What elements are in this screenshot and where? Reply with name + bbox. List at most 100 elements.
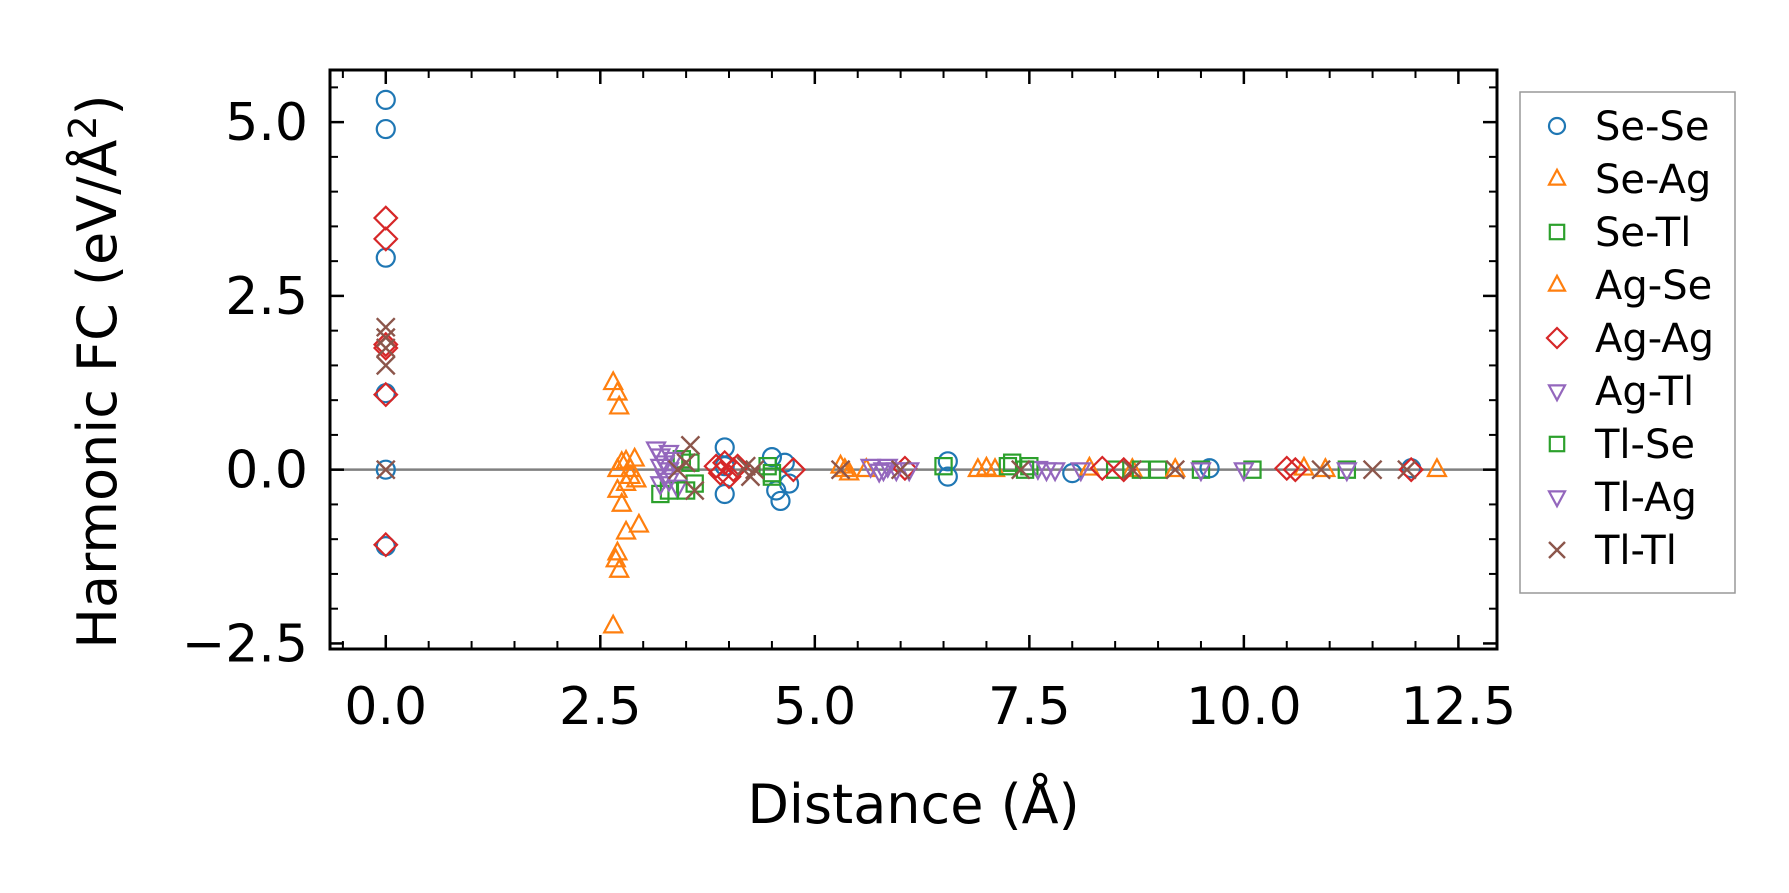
legend-label: Se-Se: [1595, 104, 1709, 150]
marker-stroke: [1122, 459, 1143, 480]
legend-marker: [1545, 326, 1569, 350]
chart-legend: Se-Se Se-Ag Se-Tl Ag-Se Ag-Ag Ag-Tl Tl-Se Tl-Ag…: [1519, 91, 1736, 594]
data-point: [606, 477, 629, 498]
series-tl-tl: [375, 317, 1417, 501]
data-point: [1164, 457, 1187, 478]
marker-stroke: [744, 459, 765, 480]
data-point: [1020, 456, 1039, 476]
data-point: [375, 459, 396, 480]
legend-label: Tl-Ag: [1594, 475, 1697, 521]
legend-entry-tl-se: Tl-Se: [1548, 422, 1695, 468]
data-point: [1069, 462, 1092, 483]
legend-marker: [1548, 541, 1566, 559]
marker-stroke: [375, 338, 396, 358]
marker-stroke: [1311, 459, 1331, 480]
data-point: [830, 459, 851, 480]
data-point: [1165, 459, 1186, 480]
legend-marker: [1548, 435, 1566, 453]
legend-label: Se-Tl: [1595, 210, 1691, 256]
data-point: [375, 338, 396, 358]
marker-stroke: [830, 459, 851, 480]
data-point: [610, 491, 633, 512]
data-point: [1314, 457, 1337, 478]
marker-stroke: [680, 435, 701, 456]
plot-area-frame: [328, 68, 1499, 651]
legend-entry-ag-tl: Ag-Tl: [1547, 369, 1694, 415]
x-tick-label: 2.5: [559, 677, 642, 737]
legend-label: Ag-Tl: [1595, 369, 1694, 415]
data-point: [375, 89, 396, 110]
data-point: [838, 460, 860, 481]
data-point: [615, 470, 637, 491]
data-point: [676, 452, 696, 473]
data-point: [1110, 456, 1137, 483]
data-point: [606, 540, 629, 561]
y-tick-label: 5.0: [225, 93, 308, 153]
data-point: [1190, 462, 1212, 483]
data-point: [770, 490, 791, 512]
data-point: [876, 458, 899, 479]
legend-entry-se-tl: Se-Tl: [1548, 210, 1691, 256]
series-se-se: [375, 89, 1422, 557]
legend-marker: [1547, 490, 1567, 509]
legend-entry-tl-tl: Tl-Tl: [1548, 528, 1677, 574]
x-tick-label: 12.5: [1400, 677, 1516, 737]
data-point: [375, 118, 396, 140]
legend-entry-tl-ag: Tl-Ag: [1547, 475, 1697, 521]
data-point: [1311, 459, 1331, 480]
legend-marker: [1547, 273, 1567, 292]
data-point: [608, 557, 631, 578]
data-point: [658, 472, 680, 493]
data-point: [625, 467, 648, 488]
legend-label: Ag-Ag: [1595, 316, 1714, 362]
data-point: [1010, 459, 1031, 480]
data-points: [372, 89, 1448, 634]
marker-stroke: [375, 355, 396, 376]
series-tl-ag: [649, 458, 1212, 493]
data-point: [703, 453, 729, 480]
marker-stroke: [1397, 459, 1417, 480]
data-point: [1015, 460, 1035, 479]
legend-entry-se-ag: Se-Ag: [1547, 157, 1711, 203]
legend-frame: [1519, 91, 1736, 594]
data-point: [868, 463, 891, 484]
data-point: [1105, 460, 1125, 479]
y-tick-label: 0.0: [225, 441, 308, 501]
data-point: [372, 381, 399, 408]
data-point: [1273, 455, 1300, 482]
marker-stroke: [684, 480, 705, 501]
data-point: [1293, 455, 1315, 476]
x-axis-label: Distance (Å): [747, 772, 1079, 836]
data-point: [859, 458, 882, 479]
data-point: [890, 459, 911, 480]
data-point: [1282, 456, 1309, 483]
data-point: [892, 455, 918, 482]
marker-stroke: [676, 452, 696, 473]
legend-label: Tl-Se: [1594, 422, 1695, 468]
data-point: [628, 512, 650, 533]
data-point: [372, 531, 399, 558]
data-point: [1044, 462, 1066, 483]
data-point: [1335, 462, 1358, 483]
data-point: [898, 462, 921, 483]
data-point: [602, 613, 625, 634]
data-point: [1243, 460, 1262, 479]
data-point: [619, 457, 642, 478]
legend-label: Se-Ag: [1595, 157, 1711, 203]
marker-stroke: [1010, 459, 1031, 480]
x-tick-label: 7.5: [988, 677, 1071, 737]
legend-entry-ag-se: Ag-Se: [1547, 263, 1712, 309]
data-point: [937, 451, 958, 472]
data-point: [937, 466, 958, 487]
data-point: [666, 479, 689, 500]
marker-stroke: [375, 459, 396, 480]
data-point: [885, 462, 908, 483]
data-point: [1362, 459, 1383, 480]
data-point: [724, 453, 751, 480]
legend-marker: [1548, 223, 1566, 241]
data-point: [744, 459, 765, 480]
data-point: [934, 456, 953, 476]
data-point: [1089, 455, 1116, 482]
